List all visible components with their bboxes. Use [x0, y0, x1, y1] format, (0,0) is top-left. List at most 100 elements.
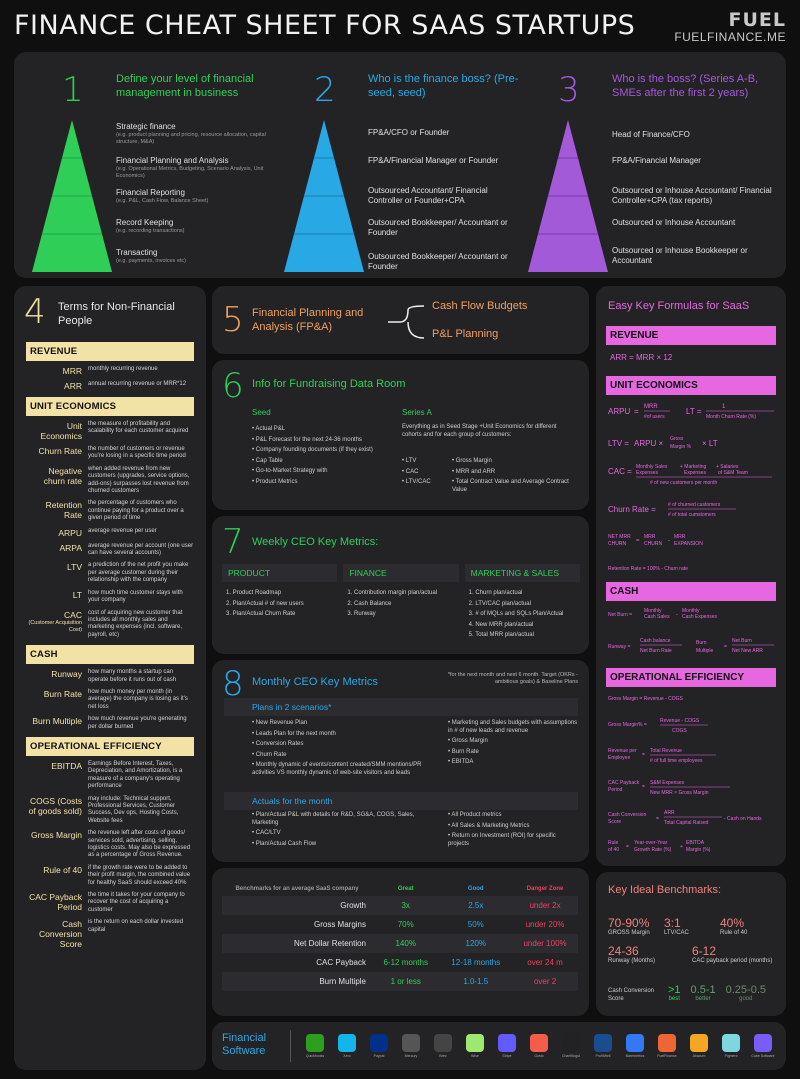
svg-text:LT =: LT =	[686, 407, 702, 416]
terms-list: REVENUE MRR monthly recurring revenue ARR a…	[26, 342, 194, 949]
svg-text:=: =	[636, 538, 640, 544]
level-sub: (e.g. payments, invoices etc)	[116, 257, 187, 264]
term-label: Gross Margin	[30, 830, 82, 841]
group-header: REVENUE	[26, 342, 194, 361]
group-header: REVENUE	[606, 326, 776, 345]
mercury-logo-icon	[402, 1034, 420, 1052]
svg-text:Net Burn: Net Burn	[732, 638, 752, 644]
ideal-label: CAC payback period (months)	[692, 958, 773, 964]
term-label: Unit Economics	[40, 421, 82, 441]
term-definition: monthly recurring revenue	[88, 366, 158, 372]
term-row: COGS (Costs of goods sold) may include: T…	[26, 796, 194, 826]
formulas-card: Easy Key Formulas for SaaS REVENUE ARR =…	[596, 286, 786, 866]
ideal-value: 40%	[720, 916, 745, 930]
svg-text:of S&M Team: of S&M Team	[718, 470, 748, 476]
brand-logo: FUEL FUELFINANCE.ME	[674, 10, 786, 44]
software-logo: Cube Software	[750, 1034, 776, 1058]
svg-text:# of new customers per month: # of new customers per month	[650, 480, 717, 486]
software-logo: FuelFinance	[654, 1034, 680, 1058]
software-name: Abacum	[692, 1054, 706, 1058]
section-number: 8	[222, 664, 244, 704]
arr-formula: ARR = MRR × 12	[610, 353, 673, 362]
svg-text:Revenue - COGS: Revenue - COGS	[660, 718, 700, 724]
term-row: LTV a prediction of the net profit you ma…	[26, 562, 194, 584]
svg-text:× LT: × LT	[702, 439, 718, 448]
section-number: 4	[24, 292, 46, 332]
svg-text:Cash Sales: Cash Sales	[644, 614, 670, 620]
ideal-label: Rule of 40	[720, 930, 748, 936]
section-title: Easy Key Formulas for SaaS	[608, 300, 750, 312]
pyramid-levels: Strategic finance (e.g. product planning …	[116, 122, 266, 274]
svg-text:=: =	[642, 752, 645, 758]
term-label: Runway	[51, 669, 82, 680]
svg-text:Monthly: Monthly	[644, 608, 662, 614]
list-item: • Go-to-Market Strategy with	[252, 468, 328, 474]
svg-text:Churn Rate =: Churn Rate =	[608, 505, 656, 514]
table-header: Great	[397, 886, 414, 892]
table-header: Danger Zone	[526, 886, 564, 892]
level-label: Financial Planning and Analysis	[116, 156, 229, 165]
list-item: • Company founding documents (if they ex…	[252, 447, 373, 453]
section-title: Who is the finance boss? (Pre-seed, seed…	[368, 73, 519, 99]
paypal-logo-icon	[370, 1034, 388, 1052]
page-title: FINANCE CHEAT SHEET FOR SAAS STARTUPS	[14, 10, 636, 41]
section-title: Key Ideal Benchmarks:	[608, 884, 722, 896]
pyramid-levels: Head of Finance/CFO FP&A/Financial Manag…	[612, 130, 777, 270]
term-definition: annual recurring revenue or MRR*12	[88, 381, 187, 387]
svg-text:CAC =: CAC =	[608, 467, 632, 476]
ideal-item: 70-90% GROSS Margin	[608, 916, 664, 936]
svg-text:Runway =: Runway =	[608, 644, 630, 650]
svg-text:+: +	[680, 844, 683, 850]
list-item: • Gross Margin	[452, 458, 492, 464]
level-label: Head of Finance/CFO	[612, 130, 690, 139]
term-label: Churn Rate	[38, 446, 82, 456]
seed-heading: Seed	[252, 408, 271, 417]
term-row: Rule of 40 if the growth rate were to be …	[26, 865, 194, 887]
seed-list: • Actual P&L • P&L Forecast for the next …	[252, 426, 402, 489]
brand-url[interactable]: FUELFINANCE.ME	[674, 30, 786, 44]
term-row: EBITDA Earnings Before Interest, Taxes, D…	[26, 761, 194, 791]
list-item: • Actual P&L	[252, 426, 286, 432]
list-item: • Churn Rate	[252, 751, 287, 758]
term-label: COGS (Costs of goods sold)	[28, 795, 82, 816]
ccs-value: >1	[668, 984, 681, 996]
term-label: LT	[72, 589, 82, 600]
weekly-item: 1. Churn plan/actual	[468, 590, 523, 596]
level-label: Outsourced Bookkeeper/ Accountant or Fou…	[368, 218, 508, 237]
section-title: Terms for Non-Financial People	[58, 301, 175, 327]
list-item: • Product Metrics	[252, 478, 298, 485]
svg-text:1: 1	[722, 404, 726, 410]
weekly-item: 1. Product Roadmap	[226, 590, 282, 596]
group-header: UNIT ECONOMICS	[606, 376, 776, 395]
weekly-column: MARKETING & SALES 1. Churn plan/actual 2. …	[464, 564, 580, 643]
list-item: • Marketing and Sales budgets with assum…	[448, 720, 578, 734]
software-name: FuelFinance	[657, 1054, 677, 1058]
term-label: Rule of 40	[43, 864, 82, 875]
term-name: MRR	[26, 366, 82, 376]
software-logo: Xero	[334, 1034, 360, 1058]
section-title: Define your level of financial managemen…	[116, 73, 254, 99]
term-name: Negative churn rate	[26, 466, 82, 486]
table-cell: 70%	[397, 920, 414, 929]
plans-list: • Marketing and Sales budgets with assum…	[448, 720, 578, 770]
list-item: • All Sales & Marketing Metrics	[448, 822, 530, 829]
ideal-label: Runway (Months)	[608, 958, 656, 964]
term-definition: may include: Technical support, Professi…	[88, 795, 179, 824]
software-name: ChartMogul	[561, 1054, 581, 1058]
table-cell: CAC Payback	[316, 958, 366, 967]
term-name: Gross Margin	[26, 830, 82, 840]
svg-text:Gross Margin% =: Gross Margin% =	[608, 722, 647, 728]
term-name: LTV	[26, 562, 82, 572]
purple-pyramid	[528, 120, 608, 272]
table-cell: Net Dollar Retention	[293, 939, 366, 948]
svg-text:=: =	[656, 816, 659, 822]
svg-text:Margin %: Margin %	[670, 444, 692, 450]
list-item: • Conversion Rates	[252, 741, 304, 747]
table-header: Good	[467, 886, 484, 892]
series-a-list: • LTV • CAC • LTV/CAC	[402, 458, 431, 490]
term-label: ARPU	[58, 527, 82, 538]
term-label: Cash Conversion Score	[39, 919, 82, 950]
term-row: ARPA average revenue per account (one use…	[26, 543, 194, 558]
term-row: CAC Payback Period the time it takes for …	[26, 892, 194, 914]
svg-text:Margin (%): Margin (%)	[686, 847, 711, 853]
